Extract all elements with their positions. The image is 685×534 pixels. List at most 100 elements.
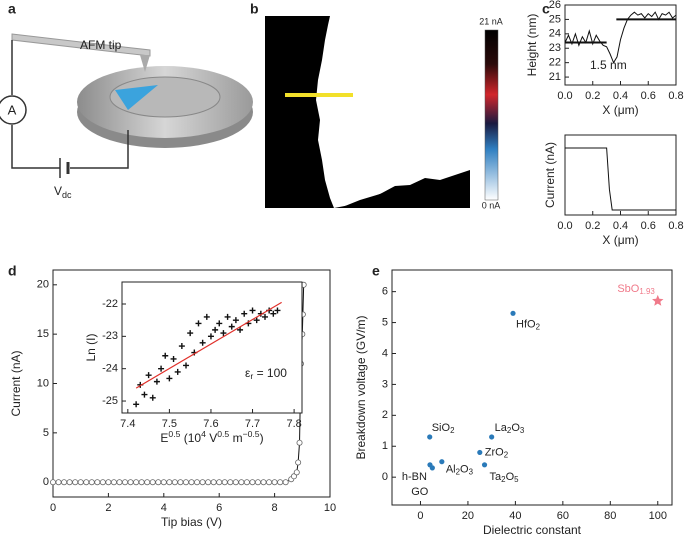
map-region — [340, 176, 470, 208]
label-part: 2 — [501, 475, 505, 484]
data-point — [295, 459, 302, 466]
y-tick-label: 5 — [382, 316, 388, 328]
label-part: (10 — [180, 431, 201, 445]
data-point — [194, 479, 201, 486]
data-point — [241, 310, 248, 317]
data-point — [221, 479, 228, 486]
data-point — [232, 479, 239, 486]
data-point — [481, 462, 488, 468]
x-tick-label: 0.2 — [585, 220, 600, 232]
x-tick-label: 7.4 — [120, 418, 135, 430]
x-tick-label: 0.4 — [613, 90, 628, 102]
data-point — [205, 479, 212, 486]
data-point — [155, 479, 162, 486]
panel-label: d — [8, 263, 17, 279]
data-point — [293, 469, 300, 476]
data-point — [160, 479, 167, 486]
y-tick-label: 4 — [382, 347, 388, 359]
data-point — [133, 479, 140, 486]
label-part: 5 — [514, 475, 519, 484]
data-point — [274, 307, 281, 314]
data-point — [55, 479, 62, 486]
data-point — [116, 479, 123, 486]
x-axis-label: E0.5 (104 V0.5 m−0.5) — [160, 429, 263, 445]
data-point — [105, 479, 112, 486]
x-axis-label: X (μm) — [602, 103, 638, 117]
label-part: Ta — [490, 471, 503, 483]
y-tick-label: 10 — [37, 377, 49, 389]
x-tick-label: 7.7 — [245, 418, 260, 430]
data-point — [210, 479, 217, 486]
label-part: Al — [446, 464, 456, 476]
data-point — [652, 294, 664, 306]
data-point — [66, 479, 73, 486]
data-point — [227, 479, 234, 486]
label-part: 2 — [450, 426, 454, 435]
label-part: = 100 — [253, 366, 287, 380]
data-point — [253, 317, 260, 324]
x-tick-label: 10 — [324, 502, 336, 514]
label-part: 3 — [469, 468, 474, 477]
data-point — [149, 479, 156, 486]
y-tick-label: 0 — [43, 476, 49, 488]
y-axis-label: Current (nA) — [9, 350, 23, 416]
data-point — [187, 330, 194, 337]
data-point — [174, 368, 181, 375]
point-label: Ta2O5 — [490, 471, 520, 484]
panel-label: a — [8, 1, 16, 17]
data-point — [429, 465, 435, 471]
point-label: GO — [411, 486, 429, 498]
label-part: r — [250, 371, 253, 381]
data-point — [61, 479, 68, 486]
label-part: 0.5 — [168, 429, 180, 439]
data-point — [145, 372, 152, 379]
data-point — [83, 479, 90, 486]
label-part: ZrO — [485, 446, 504, 458]
x-tick-label: 2 — [105, 502, 111, 514]
data-point — [212, 326, 219, 333]
x-tick-label: 7.6 — [203, 418, 218, 430]
data-point — [141, 391, 148, 398]
ammeter-label: A — [8, 102, 17, 117]
data-point — [224, 313, 231, 320]
data-point — [260, 479, 267, 486]
x-tick-label: 0.4 — [613, 220, 628, 232]
x-tick-label: 4 — [161, 502, 167, 514]
data-point — [271, 479, 278, 486]
data-line — [565, 147, 676, 211]
x-tick-label: 6 — [216, 502, 222, 514]
data-point — [489, 434, 495, 440]
data-point — [195, 320, 202, 327]
y-tick-label: -24 — [102, 363, 118, 375]
y-tick-label: 24 — [549, 28, 561, 40]
annotation: 1.5 nm — [590, 58, 627, 72]
sample — [109, 76, 221, 118]
data-point — [282, 479, 289, 486]
label-part: 4 — [201, 429, 206, 439]
label-part: 3 — [520, 426, 525, 435]
point-label: HfO2 — [516, 318, 540, 331]
label-part: h-BN — [402, 471, 427, 483]
data-point — [220, 330, 227, 337]
label-part: HfO — [516, 318, 536, 330]
label-part: −0.5 — [243, 429, 260, 439]
y-tick-label: 6 — [382, 286, 388, 298]
y-tick-label: 25 — [549, 13, 561, 25]
label-part: ε — [245, 366, 251, 380]
source-label: Vdc — [54, 184, 72, 200]
tip — [140, 55, 150, 72]
data-point — [122, 479, 129, 486]
data-point — [153, 378, 160, 385]
x-tick-label: 0.8 — [668, 90, 683, 102]
data-point — [50, 479, 57, 486]
label-part: SiO — [432, 422, 451, 434]
y-tick-label: 20 — [37, 279, 49, 291]
map-region — [316, 16, 470, 208]
label-part: 2 — [507, 426, 511, 435]
label-part: La — [495, 422, 508, 434]
plot-frame — [121, 281, 303, 414]
x-tick-label: 60 — [557, 510, 569, 522]
flake — [115, 85, 158, 110]
data-point — [266, 479, 273, 486]
